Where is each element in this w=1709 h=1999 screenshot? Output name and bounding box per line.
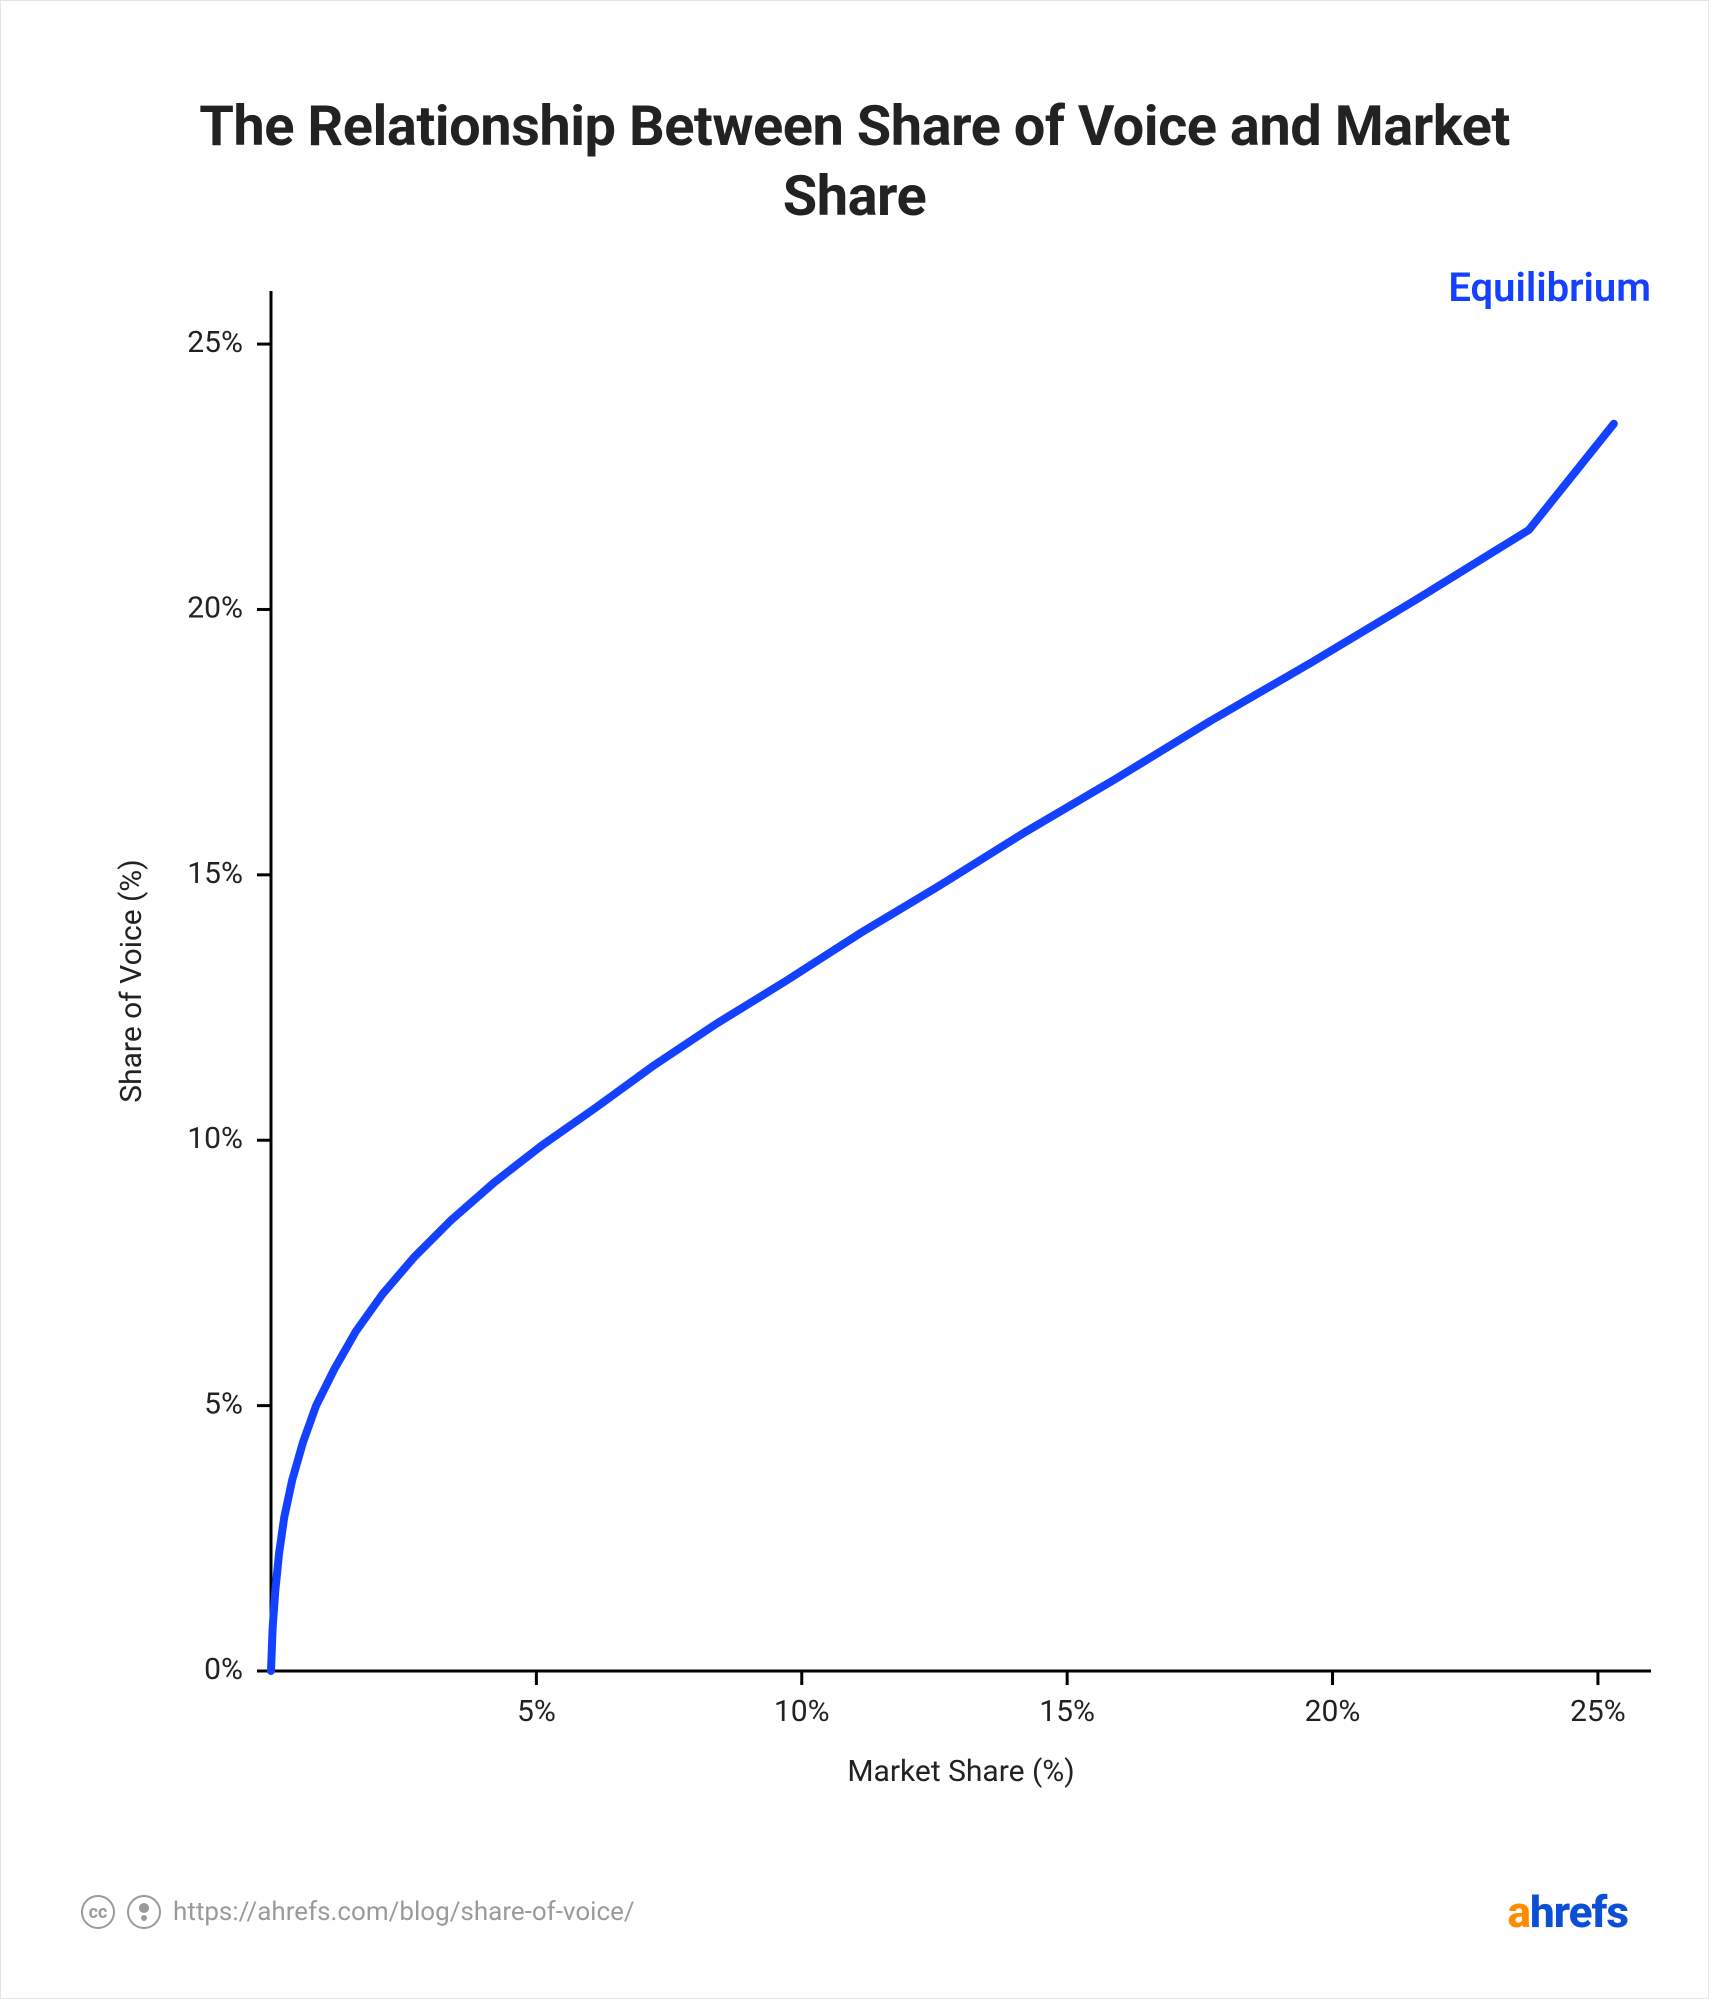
cc-by-icon: [127, 1895, 161, 1929]
line-chart-svg: 0% 5% 10% 15% 20% 25% 5% 10% 15% 20% 25% Market Sha…: [81, 271, 1691, 1811]
cc-license-icon: cc: [81, 1895, 115, 1929]
footer-left: cc https://ahrefs.com/blog/share-of-voic…: [81, 1895, 635, 1929]
footer: cc https://ahrefs.com/blog/share-of-voic…: [81, 1886, 1628, 1938]
y-tick-label: 25%: [187, 325, 243, 360]
x-tick-label: 25%: [1570, 1694, 1626, 1729]
x-tick-label: 5%: [517, 1694, 556, 1729]
y-tick-label: 10%: [187, 1121, 243, 1156]
x-tick-label: 15%: [1039, 1694, 1095, 1729]
y-tick-label: 15%: [187, 856, 243, 891]
y-tick-label: 20%: [187, 590, 243, 625]
equilibrium-line: [271, 424, 1614, 1671]
chart-card: The Relationship Between Share of Voice …: [0, 0, 1709, 1999]
chart-title: The Relationship Between Share of Voice …: [155, 91, 1555, 231]
brand-logo: ahrefs: [1508, 1886, 1629, 1938]
chart-area: 0% 5% 10% 15% 20% 25% 5% 10% 15% 20% 25% Market Sha…: [81, 271, 1628, 1811]
brand-letter-a: a: [1508, 1886, 1530, 1938]
y-axis-title: Share of Voice (%): [114, 859, 149, 1102]
brand-rest: hrefs: [1530, 1886, 1628, 1938]
x-tick-label: 10%: [774, 1694, 830, 1729]
y-tick-label: 5%: [204, 1387, 243, 1422]
x-axis-title: Market Share (%): [847, 1754, 1074, 1789]
source-url: https://ahrefs.com/blog/share-of-voice/: [173, 1897, 635, 1927]
y-tick-label: 0%: [204, 1652, 243, 1687]
legend-label: Equilibrium: [1448, 271, 1651, 311]
x-tick-label: 20%: [1305, 1694, 1361, 1729]
